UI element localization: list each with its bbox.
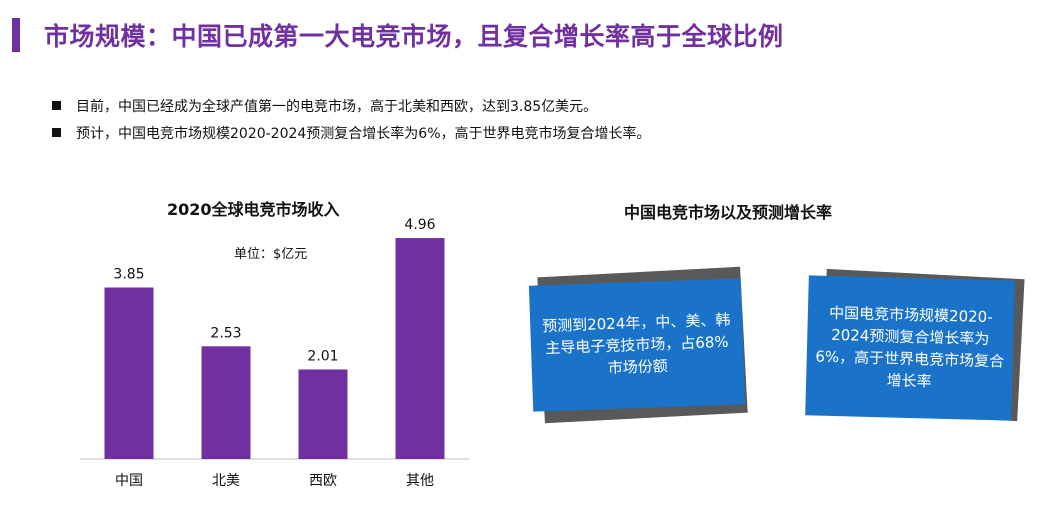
chart-unit-note: 单位：$亿元: [234, 247, 308, 262]
data-label-3: 4.96: [404, 217, 435, 233]
square-bullet-icon: [52, 101, 61, 110]
data-label-0: 3.85: [113, 267, 144, 283]
category-label-1: 北美: [212, 473, 240, 489]
bullet-text: 预计，中国电竞市场规模2020-2024预测复合增长率为6%，高于世界电竞市场复…: [76, 125, 651, 142]
bar-2: [298, 369, 348, 459]
bar-1: [201, 346, 251, 459]
category-label-3: 其他: [406, 473, 434, 489]
list-item: 预计，中国电竞市场规模2020-2024预测复合增长率为6%，高于世界电竞市场复…: [52, 119, 651, 146]
category-label-0: 中国: [115, 473, 143, 489]
page-title: 市场规模：中国已成第一大电竞市场，且复合增长率高于全球比例: [44, 22, 784, 51]
data-label-1: 2.53: [210, 325, 241, 341]
chart-title: 2020全球电竞市场收入: [167, 200, 340, 219]
bullet-list: 目前，中国已经成为全球产值第一的电竞市场，高于北美和西欧，达到3.85亿美元。 …: [52, 92, 651, 146]
bar-0: [104, 287, 154, 459]
title-accent-bar: [12, 18, 20, 52]
bar-3: [395, 238, 445, 459]
bullet-text: 目前，中国已经成为全球产值第一的电竞市场，高于北美和西欧，达到3.85亿美元。: [76, 98, 598, 115]
card-text: 中国电竞市场规模2020-2024预测复合增长率为6%，高于世界电竞市场复合增长…: [805, 275, 1015, 421]
right-panel-title: 中国电竞市场以及预测增长率: [624, 203, 833, 222]
square-bullet-icon: [52, 128, 61, 137]
card-text: 预测到2024年，中、美、韩主导电子竞技市场，占68%市场份额: [528, 278, 746, 412]
data-label-2: 2.01: [307, 348, 338, 364]
category-label-2: 西欧: [309, 473, 337, 489]
list-item: 目前，中国已经成为全球产值第一的电竞市场，高于北美和西欧，达到3.85亿美元。: [52, 92, 651, 119]
